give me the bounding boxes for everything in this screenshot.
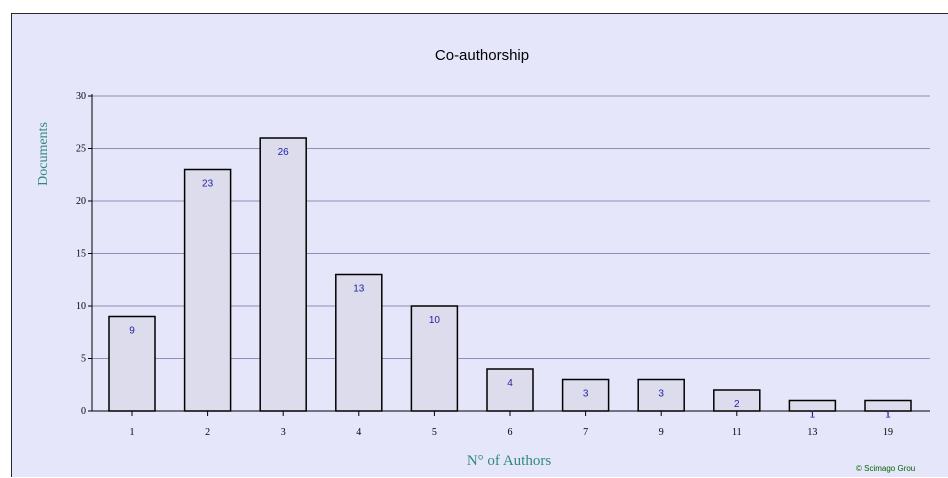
x-tick-label: 5: [432, 427, 437, 438]
y-ticks: 0 5 10 15 20 25 30: [76, 91, 92, 417]
x-tick-label: 19: [883, 427, 893, 438]
x-tick-label: 6: [508, 427, 513, 438]
x-ticks: 1 2 3 4 5 6 7 9 11 13 19: [130, 411, 893, 438]
bar: [259, 137, 307, 412]
x-tick-label: 1: [130, 427, 135, 438]
data-labels: 9 23 26 13 10 4 3 3 2 1 1: [129, 147, 891, 421]
data-label: 1: [885, 410, 891, 421]
x-tick-label: 7: [583, 427, 588, 438]
chart-title: Co-authorship: [435, 47, 529, 64]
data-label: 1: [810, 410, 816, 421]
data-label: 13: [353, 284, 365, 295]
x-axis-label: N° of Authors: [467, 453, 551, 469]
x-tick-label: 9: [659, 427, 664, 438]
scimago-credit: © Scimago Grou: [856, 464, 915, 473]
y-tick-label: 15: [76, 249, 86, 260]
y-tick-label: 20: [76, 196, 86, 207]
y-tick-label: 30: [76, 91, 86, 102]
data-label: 3: [583, 389, 589, 400]
x-tick-label: 11: [732, 427, 742, 438]
y-tick-label: 10: [76, 301, 86, 312]
bar: [335, 273, 383, 412]
bar: [561, 378, 610, 412]
y-tick-label: 5: [81, 354, 86, 365]
data-label: 26: [278, 147, 290, 158]
data-label: 10: [429, 315, 441, 326]
data-label: 9: [129, 326, 135, 337]
x-tick-label: 13: [807, 427, 817, 438]
data-label: 23: [202, 179, 214, 190]
x-tick-label: 3: [281, 427, 286, 438]
data-label: 3: [658, 389, 664, 400]
bars: [108, 137, 912, 412]
y-tick-label: 0: [81, 406, 86, 417]
data-label: 4: [507, 378, 513, 389]
chart-panel: 0 5 10 15 20 25 30 1 2 3 4 5 6 7 9 11 13 19 9 23 26 13 10 4 3 3…: [11, 13, 948, 477]
x-tick-label: 2: [205, 427, 210, 438]
gridlines: [92, 95, 930, 359]
y-axis-label: Documents: [36, 122, 51, 186]
y-tick-label: 25: [76, 144, 86, 155]
data-label: 2: [734, 399, 740, 410]
bar: [183, 168, 232, 412]
x-tick-label: 4: [356, 427, 361, 438]
bar: [486, 368, 534, 412]
bar: [410, 305, 459, 412]
